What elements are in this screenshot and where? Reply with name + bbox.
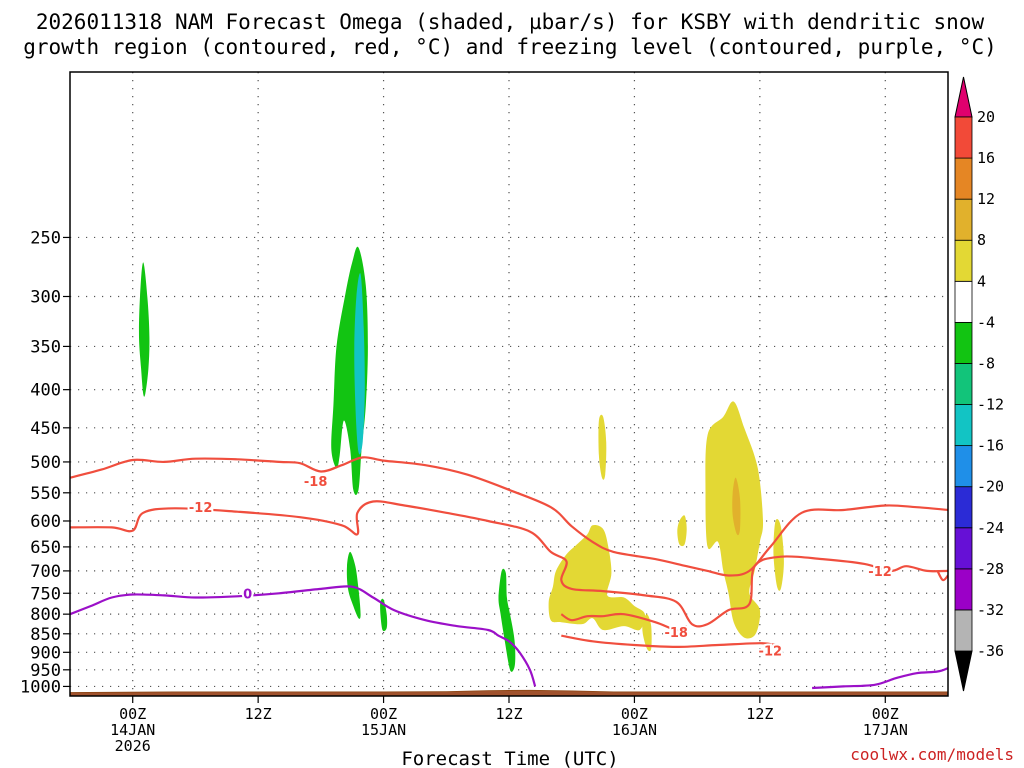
omega-region — [354, 273, 365, 455]
colorbar-label: -32 — [977, 601, 1004, 619]
dgz-contour-line — [69, 456, 949, 577]
y-tick-label: 250 — [30, 228, 61, 248]
omega-region — [548, 524, 646, 631]
x-tick-label: 00Z — [119, 705, 146, 723]
y-tick-label: 550 — [30, 484, 61, 504]
omega-region — [346, 551, 361, 619]
dgz-contour-label: -18 — [304, 475, 328, 490]
colorbar-label: 8 — [977, 231, 986, 249]
colorbar-label: -16 — [977, 437, 1004, 455]
y-tick-label: 750 — [30, 584, 61, 604]
dgz-contour-label: -12 — [868, 565, 892, 580]
dgz-contour-label: -12 — [189, 501, 213, 516]
dgz-contour-line — [560, 612, 688, 632]
omega-region — [380, 598, 388, 632]
y-tick-label: 850 — [30, 625, 61, 645]
colorbar-label: -24 — [977, 519, 1004, 537]
omega-region — [498, 568, 516, 672]
freezing-level-label: 0 — [243, 587, 252, 602]
colorbar-label: 20 — [977, 108, 995, 126]
freezing-level-line — [812, 667, 949, 690]
x-tick-label: 12Z — [495, 705, 522, 723]
colorbar-label: -8 — [977, 354, 995, 372]
y-tick-label: 600 — [30, 512, 61, 532]
plot-grid — [70, 72, 948, 696]
colorbar-label: -36 — [977, 642, 1004, 660]
dendritic-growth-contours: -18 -12 -18 -12 -12 — [69, 456, 949, 661]
dgz-contour-line — [69, 500, 949, 628]
colorbar-swatch — [954, 321, 973, 364]
omega-region — [773, 518, 784, 591]
colorbar-swatch — [954, 486, 973, 529]
colorbar-label: -20 — [977, 478, 1004, 496]
colorbar-label: 12 — [977, 190, 995, 208]
colorbar-under-arrow — [954, 650, 973, 692]
freezing-level-contours: 0 — [69, 585, 949, 690]
omega-region — [642, 614, 652, 652]
x-tick-label: 14JAN — [110, 721, 155, 739]
terrain-ground — [69, 689, 949, 697]
x-tick-label: 12Z — [746, 705, 773, 723]
x-tick-label: 16JAN — [612, 721, 657, 739]
omega-region — [732, 477, 741, 536]
colorbar-label: 16 — [977, 149, 995, 167]
colorbar-swatch — [954, 404, 973, 447]
dgz-contour-line — [936, 570, 949, 582]
title-line-2: growth region (contoured, red, °C) and f… — [23, 35, 997, 59]
colorbar-swatch — [954, 280, 973, 323]
credit-link[interactable]: coolwx.com/models — [850, 745, 1014, 764]
y-tick-label: 1000 — [20, 677, 61, 697]
colorbar-label: -28 — [977, 560, 1004, 578]
terrain-layer — [69, 689, 949, 697]
y-tick-label: 500 — [30, 453, 61, 473]
y-tick-label: 950 — [30, 661, 61, 681]
y-tick-label: 450 — [30, 419, 61, 439]
freezing-level-line — [69, 585, 537, 687]
title-line-1: 2026011318 NAM Forecast Omega (shaded, µ… — [36, 10, 985, 34]
x-tick-label: 00Z — [872, 705, 899, 723]
y-tick-label: 800 — [30, 605, 61, 625]
x-tick-label: 00Z — [621, 705, 648, 723]
y-tick-label: 700 — [30, 562, 61, 582]
omega-region — [677, 515, 687, 547]
x-tick-label: 17JAN — [863, 721, 908, 739]
omega-region — [598, 414, 607, 480]
colorbar-swatch — [954, 445, 973, 488]
colorbar-label: -12 — [977, 396, 1004, 414]
colorbar-label: 4 — [977, 272, 986, 290]
y-tick-label: 900 — [30, 643, 61, 663]
colorbar-label: -4 — [977, 313, 995, 331]
y-tick-label: 650 — [30, 538, 61, 558]
colorbar-swatch — [954, 239, 973, 282]
x-tick-label: 12Z — [245, 705, 272, 723]
omega-region — [138, 262, 150, 397]
colorbar-swatch — [954, 568, 973, 611]
colorbar-swatch — [954, 157, 973, 200]
x-tick-label: 2026 — [115, 737, 151, 755]
colorbar-swatch — [954, 116, 973, 159]
y-tick-label: 400 — [30, 381, 61, 401]
chart-title: 2026011318 NAM Forecast Omega (shaded, µ… — [23, 10, 997, 59]
x-axis-label: Forecast Time (UTC) — [401, 748, 618, 768]
colorbar-swatch — [954, 609, 973, 652]
omega-shading-layer — [138, 246, 784, 672]
y-axis: 2503003504004505005506006507007508008509… — [20, 228, 70, 697]
dgz-contour-label: -12 — [759, 644, 783, 659]
dgz-contour-label: -18 — [664, 626, 688, 641]
colorbar-swatch — [954, 198, 973, 241]
colorbar-over-arrow — [954, 76, 973, 118]
colorbar-swatch — [954, 363, 973, 405]
x-tick-label: 00Z — [370, 705, 397, 723]
x-tick-label: 15JAN — [361, 721, 406, 739]
colorbar: -36 -32 -28 -24 -20 -16 -12 -8 -4 4 8 12 16 20 — [954, 76, 1004, 692]
y-tick-label: 350 — [30, 337, 61, 357]
dgz-contour-line — [561, 634, 776, 648]
y-tick-label: 300 — [30, 287, 61, 307]
colorbar-swatch — [954, 527, 973, 570]
